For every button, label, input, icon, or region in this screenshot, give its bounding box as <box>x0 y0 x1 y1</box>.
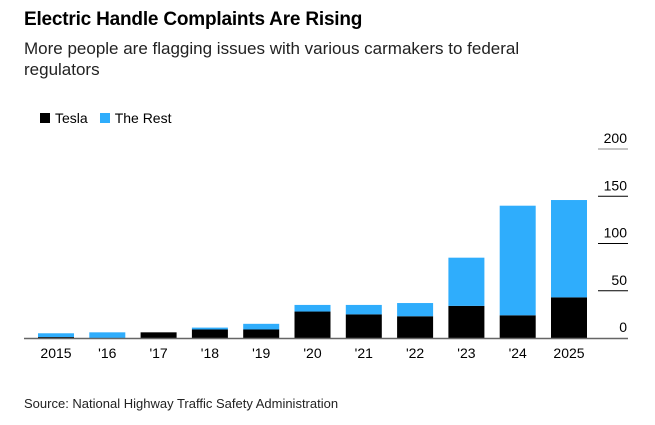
bar-tesla-2 <box>140 332 177 338</box>
source-note: Source: National Highway Traffic Safety … <box>24 396 339 411</box>
bar-the-rest-6 <box>345 304 382 315</box>
x-tick-label-5: '20 <box>303 345 321 361</box>
bar-the-rest-7 <box>397 303 434 317</box>
legend: Tesla The Rest <box>40 110 184 126</box>
bar-tesla-6 <box>345 314 382 338</box>
x-tick-label-10: 2025 <box>553 345 584 361</box>
y-tick-label-0: 0 <box>619 319 627 335</box>
legend-label-tesla: Tesla <box>55 110 88 126</box>
x-tick-label-1: '16 <box>98 345 116 361</box>
bar-tesla-5 <box>294 311 331 338</box>
legend-item-the-rest: The Rest <box>99 110 172 126</box>
x-tick-label-6: '21 <box>355 345 373 361</box>
bar-tesla-3 <box>191 329 228 338</box>
y-tick-label-200: 200 <box>604 130 628 146</box>
x-tick-label-0: 2015 <box>40 345 71 361</box>
legend-swatch-the-rest <box>99 113 110 123</box>
y-tick-label-150: 150 <box>604 177 628 193</box>
legend-swatch-tesla <box>40 113 50 123</box>
bar-the-rest-1 <box>89 332 126 338</box>
x-tick-label-2: '17 <box>149 345 167 361</box>
x-tick-label-4: '19 <box>252 345 270 361</box>
bar-tesla-0 <box>38 337 74 338</box>
chart-title: Electric Handle Complaints Are Rising <box>24 9 363 30</box>
bar-the-rest-9 <box>499 205 536 316</box>
y-tick-label-100: 100 <box>604 225 628 241</box>
x-tick-label-9: '24 <box>509 345 527 361</box>
bar-the-rest-0 <box>38 333 74 338</box>
bar-the-rest-5 <box>294 304 331 312</box>
x-tick-label-3: '18 <box>201 345 219 361</box>
bar-the-rest-3 <box>191 327 228 330</box>
x-tick-label-7: '22 <box>406 345 424 361</box>
bar-the-rest-8 <box>448 257 485 306</box>
chart-subtitle: More people are flagging issues with var… <box>24 39 520 79</box>
bar-tesla-10 <box>551 297 587 338</box>
x-tick-label-8: '23 <box>457 345 475 361</box>
bar-tesla-7 <box>397 316 434 338</box>
legend-label-the-rest: The Rest <box>114 110 172 126</box>
legend-item-tesla: Tesla <box>40 110 88 126</box>
bar-tesla-8 <box>448 305 485 338</box>
bar-the-rest-10 <box>551 200 587 298</box>
y-tick-label-50: 50 <box>611 272 627 288</box>
bar-tesla-4 <box>243 329 280 338</box>
bar-tesla-9 <box>499 315 536 338</box>
bar-the-rest-4 <box>243 323 280 330</box>
